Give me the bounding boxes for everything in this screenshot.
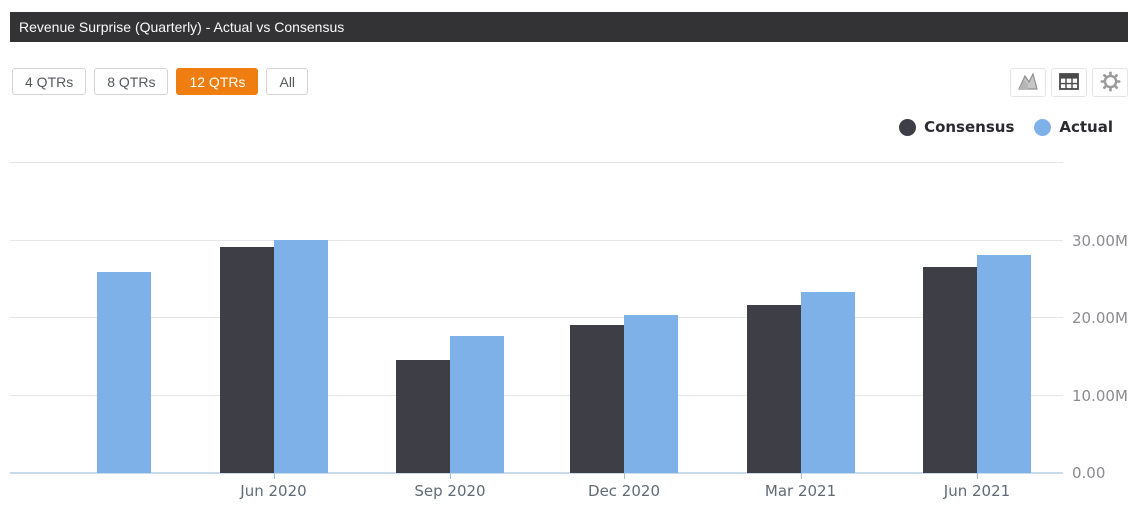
bar-actual-sep-2020[interactable] bbox=[450, 335, 504, 473]
legend-label-consensus: Consensus bbox=[924, 118, 1015, 136]
x-axis-category-label: Jun 2021 bbox=[943, 482, 1011, 500]
bar-actual-jun-2020[interactable] bbox=[273, 239, 328, 473]
x-axis-tick-mark bbox=[273, 473, 275, 479]
bar-actual-q0[interactable] bbox=[97, 271, 151, 473]
x-axis-tick-mark bbox=[977, 473, 978, 479]
y-axis-tick-label: 0.00 bbox=[1072, 464, 1106, 482]
x-axis-category-label: Sep 2020 bbox=[414, 482, 486, 500]
chart-legend: Consensus Actual bbox=[899, 118, 1113, 136]
table-view-icon bbox=[1058, 72, 1080, 94]
x-axis-category-label: Dec 2020 bbox=[588, 482, 660, 500]
x-axis-line bbox=[10, 472, 1063, 474]
bar-consensus-jun-2020[interactable] bbox=[219, 246, 274, 473]
gridline bbox=[10, 394, 1063, 396]
bar-consensus-jun-2021[interactable] bbox=[923, 266, 977, 473]
range-button-4qtrs[interactable]: 4 QTRs bbox=[12, 68, 87, 95]
y-axis-tick-label: 20.00M bbox=[1072, 309, 1128, 327]
range-button-group: 4 QTRs 8 QTRs 12 QTRs All bbox=[12, 68, 309, 95]
widget-title-bar: Revenue Surprise (Quarterly) - Actual vs… bbox=[10, 12, 1128, 42]
x-axis-category-label: Mar 2021 bbox=[764, 482, 837, 500]
legend-label-actual: Actual bbox=[1059, 118, 1113, 136]
area-chart-button[interactable] bbox=[1010, 68, 1046, 97]
bar-actual-mar-2021[interactable] bbox=[800, 292, 855, 473]
y-axis-tick-label: 10.00M bbox=[1072, 386, 1128, 405]
bar-actual-jun-2021[interactable] bbox=[977, 255, 1031, 473]
bar-consensus-sep-2020[interactable] bbox=[396, 359, 450, 473]
bar-consensus-mar-2021[interactable] bbox=[746, 304, 801, 473]
area-chart-icon bbox=[1016, 71, 1040, 94]
settings-gear-icon bbox=[1100, 71, 1121, 95]
gridline bbox=[10, 239, 1063, 241]
chart-tools-group bbox=[1010, 68, 1128, 97]
bar-chart-plot-area bbox=[10, 162, 1063, 474]
bar-consensus-dec-2020[interactable] bbox=[570, 324, 624, 473]
x-axis-tick-mark bbox=[450, 473, 451, 479]
x-axis-tick-mark bbox=[800, 473, 802, 479]
x-axis-tick-mark bbox=[624, 473, 625, 479]
x-axis-category-label: Jun 2020 bbox=[240, 482, 307, 500]
gridline bbox=[10, 162, 1063, 163]
actual-legend-dot-icon bbox=[1034, 118, 1052, 136]
y-axis-tick-label: 30.00M bbox=[1072, 231, 1128, 250]
settings-button[interactable] bbox=[1092, 68, 1128, 97]
legend-item-consensus[interactable]: Consensus bbox=[899, 118, 1014, 136]
table-view-button[interactable] bbox=[1051, 68, 1087, 97]
gridline bbox=[10, 317, 1063, 318]
widget-title: Revenue Surprise (Quarterly) - Actual vs… bbox=[19, 19, 345, 35]
consensus-legend-dot-icon bbox=[899, 118, 917, 136]
bar-actual-dec-2020[interactable] bbox=[624, 314, 678, 473]
range-button-8qtrs[interactable]: 8 QTRs bbox=[94, 68, 169, 95]
legend-item-actual[interactable]: Actual bbox=[1034, 118, 1113, 136]
range-button-12qtrs[interactable]: 12 QTRs bbox=[176, 68, 259, 95]
range-button-all[interactable]: All bbox=[266, 68, 309, 95]
